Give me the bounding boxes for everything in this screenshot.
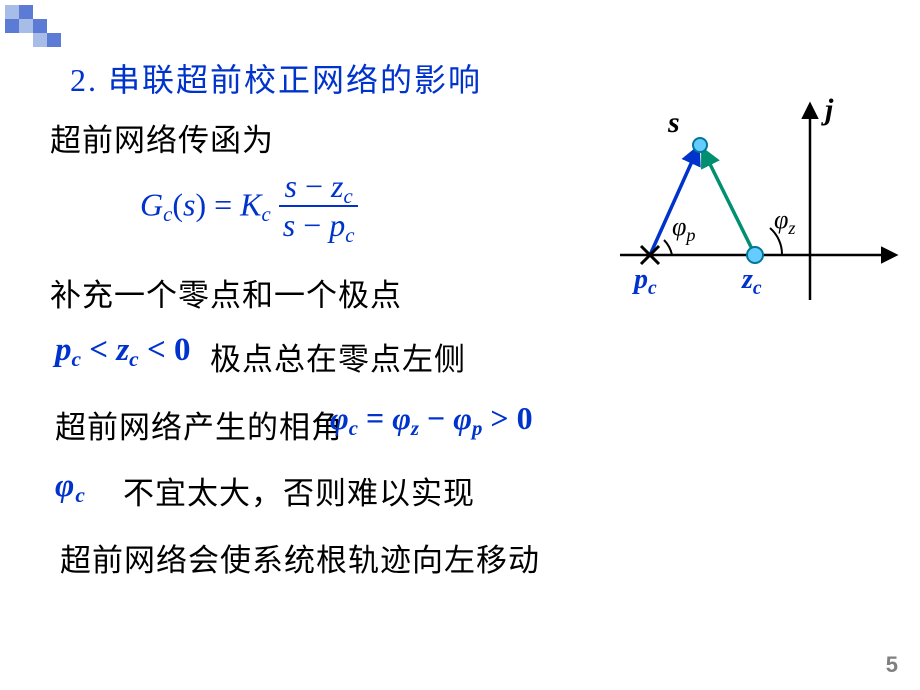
text-line-2: 补充一个零点和一个极点: [50, 270, 402, 315]
sym-K-sub: c: [262, 203, 271, 226]
phase-gt: >: [482, 400, 516, 436]
num-z-sub: c: [343, 185, 352, 208]
den-p-sub: c: [345, 224, 354, 247]
ineq-z-sub: c: [129, 347, 139, 371]
text-line-1: 超前网络传函为: [50, 115, 274, 160]
num-s: s: [285, 168, 297, 204]
sym-s-arg: s: [183, 186, 195, 222]
label-s: s: [668, 106, 680, 140]
ineq-p-sub: c: [72, 347, 82, 371]
label-phi-z: φz: [774, 205, 795, 235]
text-line-5: 不宜太大，否则难以实现: [123, 468, 475, 513]
label-zc-sym: z: [742, 264, 753, 295]
label-j: j: [825, 93, 833, 127]
fraction-denominator: s − pc: [279, 205, 359, 244]
phase-eq-sign: =: [358, 400, 392, 436]
slide: 2. 串联超前校正网络的影响 超前网络传函为 Gc(s) = Kc s − zc…: [0, 0, 920, 690]
label-zc-sub: c: [753, 278, 762, 299]
label-pc-sub: c: [648, 278, 657, 299]
s-point-marker: [693, 138, 707, 152]
phi-c-symbol: φc: [55, 468, 86, 504]
vector-from-zero: [703, 150, 755, 255]
den-s: s: [283, 207, 295, 243]
paren-open: (: [172, 186, 183, 222]
phase-phi-z: φ: [392, 400, 411, 436]
section-heading: 2. 串联超前校正网络的影响: [70, 55, 482, 101]
label-pc-sym: p: [634, 264, 648, 295]
ineq-lt2: <: [139, 332, 174, 368]
label-pc: pc: [634, 264, 657, 296]
phase-phi-p-sub: p: [472, 417, 482, 440]
label-phi-p-sym: φ: [672, 212, 686, 241]
fraction-numerator: s − zc: [279, 168, 359, 205]
label-phi-z-sub: z: [788, 218, 795, 238]
zero-marker: [747, 247, 763, 263]
num-z: z: [331, 168, 343, 204]
complex-plane-diagram: j s φp φz pc zc: [610, 90, 900, 310]
text-line-4: 超前网络产生的相角: [55, 402, 343, 447]
ineq-z: z: [116, 332, 129, 368]
arc-phi-p: [664, 240, 672, 255]
den-p: p: [329, 207, 345, 243]
label-phi-z-sym: φ: [774, 205, 788, 234]
label-phi-p-sub: p: [686, 225, 695, 245]
corner-decoration: [5, 5, 65, 53]
text-line-3: 极点总在零点左侧: [210, 334, 466, 379]
phase-minus: −: [419, 400, 453, 436]
phase-equation: φc = φz − φp > 0: [330, 400, 533, 437]
ineq-lt1: <: [81, 332, 116, 368]
ineq-zero: 0: [174, 332, 191, 368]
phase-phi-p: φ: [453, 400, 472, 436]
sym-K: K: [240, 186, 261, 222]
sym-G-sub: c: [163, 203, 172, 226]
phase-phi-z-sub: z: [411, 417, 419, 440]
sym-G: G: [140, 186, 163, 222]
phase-phi-c-sub: c: [349, 417, 358, 440]
text-line-6: 超前网络会使系统根轨迹向左移动: [60, 535, 540, 580]
text-line-5-prefix: φc: [55, 468, 86, 505]
paren-close: ): [195, 186, 206, 222]
page-number: 5: [886, 652, 898, 678]
num-minus: −: [297, 168, 331, 204]
eq-sign: =: [206, 186, 240, 222]
phi-c-phi: φ: [55, 468, 75, 504]
den-minus: −: [295, 207, 329, 243]
label-zc: zc: [742, 264, 762, 296]
fraction: s − zc s − pc: [279, 168, 359, 244]
phi-c-sub: c: [75, 483, 86, 507]
label-phi-p: φp: [672, 212, 695, 242]
transfer-function-formula: Gc(s) = Kc s − zc s − pc: [140, 170, 358, 246]
ineq-p: p: [55, 332, 72, 368]
phase-zero: 0: [517, 400, 533, 436]
pole-zero-inequality: pc < zc < 0: [55, 332, 191, 369]
phase-phi-c: φ: [330, 400, 349, 436]
